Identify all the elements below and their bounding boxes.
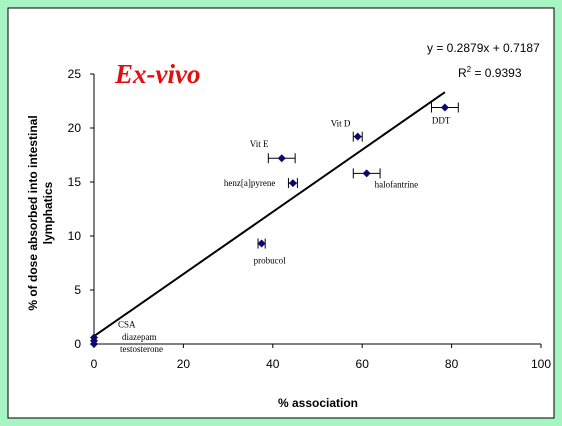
- plot-background: [7, 7, 555, 419]
- axes: 0 20 40 60 80 100 0 5 10 15 20 25: [68, 67, 552, 371]
- x-tick-label: 60: [356, 357, 370, 371]
- x-tick-label: 100: [531, 357, 551, 371]
- r-squared-symbol: R: [458, 66, 467, 80]
- data-point-label: CSA: [118, 320, 136, 330]
- data-point-marker: [288, 179, 297, 188]
- r-squared-label: R2 = 0.9393: [458, 65, 522, 80]
- data-point-marker: [362, 169, 371, 178]
- x-tick-label: 80: [445, 357, 459, 371]
- y-axis-title-line-1: % of dose absorbed into intestinal: [26, 115, 40, 310]
- data-point-label: Vit E: [250, 139, 269, 149]
- data-point-label: testosterone: [120, 344, 163, 354]
- y-tick-label: 5: [74, 283, 81, 297]
- data-points: CSA diazepam testosterone probucol henz[a]py…: [90, 102, 459, 354]
- trendline-line: [93, 91, 446, 338]
- x-tick-label: 40: [266, 357, 280, 371]
- r-squared-value: = 0.9393: [471, 66, 522, 80]
- x-tick-label: 0: [91, 357, 98, 371]
- data-point-marker: [353, 132, 362, 141]
- y-tick-label: 0: [74, 337, 81, 351]
- data-point-marker: [277, 154, 286, 163]
- y-axis-title: % of dose absorbed into intestinal lymph…: [26, 115, 55, 310]
- data-point-label: diazepam: [122, 332, 156, 342]
- trendline: [93, 91, 446, 338]
- y-axis-title-line-2: lymphatics: [41, 181, 55, 244]
- data-point-label: DDT: [432, 115, 451, 125]
- y-tick-label: 10: [68, 229, 82, 243]
- data-point-label: Vit D: [331, 119, 351, 129]
- data-point-marker: [90, 340, 98, 348]
- data-point-label: probucol: [254, 256, 286, 266]
- data-point-label: henz[a]pyrene: [224, 178, 275, 188]
- data-point-marker: [257, 239, 266, 248]
- y-tick-label: 25: [68, 67, 82, 81]
- data-point-marker: [440, 103, 449, 112]
- data-point-label: halofantrine: [375, 179, 418, 189]
- x-tick-label: 20: [177, 357, 191, 371]
- r-squared-superscript: 2: [467, 65, 472, 74]
- chart-title: Ex-vivo: [114, 59, 200, 89]
- y-tick-label: 20: [68, 121, 82, 135]
- y-tick-label: 15: [68, 175, 82, 189]
- x-axis-title: % association: [278, 396, 358, 410]
- trendline-equation: y = 0.2879x + 0.7187: [427, 41, 540, 55]
